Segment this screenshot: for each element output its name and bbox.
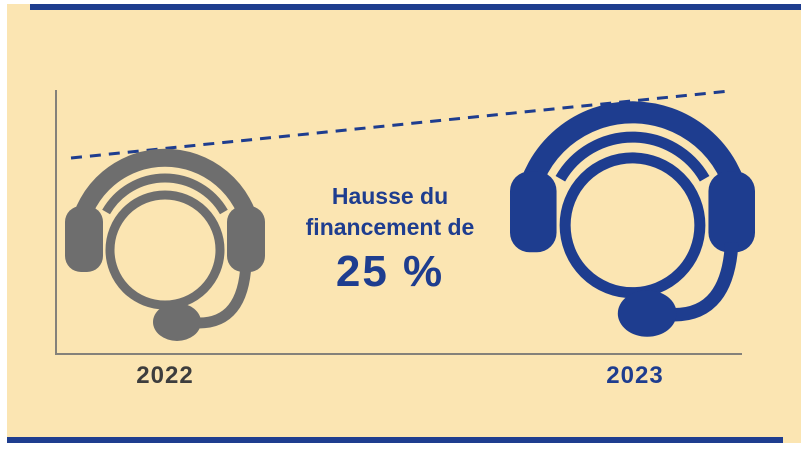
year-label-2023: 2023 — [606, 362, 664, 389]
bottom-border-accent — [7, 437, 783, 443]
card-background — [7, 4, 801, 443]
top-border-accent — [30, 4, 801, 10]
annotation-text: Hausse du financement de 25 % — [280, 181, 500, 298]
annotation-line2: financement de — [305, 214, 475, 240]
year-label-2022: 2022 — [136, 362, 194, 389]
annotation-line1: Hausse du — [331, 183, 449, 209]
headset-icon-2022 — [65, 142, 265, 342]
increase-value: 25 % — [335, 247, 445, 296]
headset-icon-2023 — [510, 93, 755, 338]
